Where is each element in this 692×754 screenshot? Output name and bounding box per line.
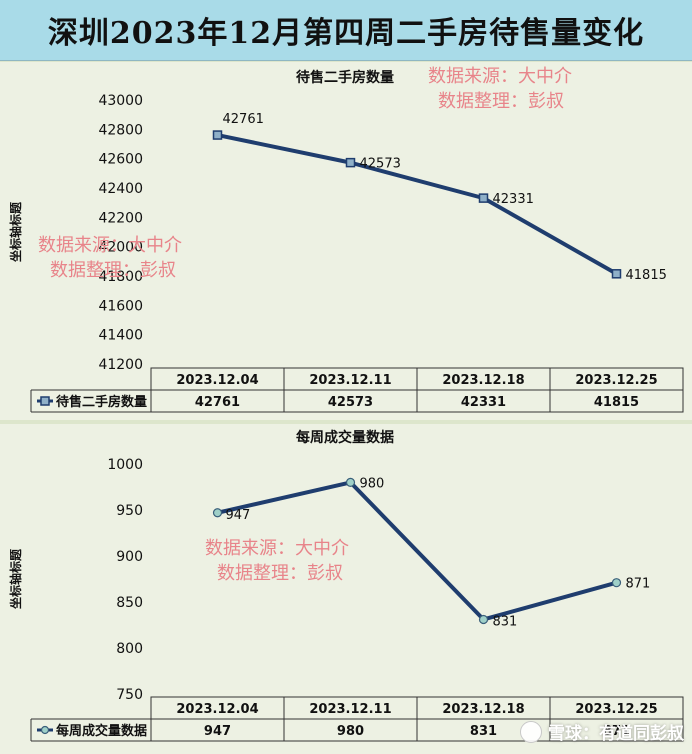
y-axis-title: 坐标轴标题	[8, 201, 23, 262]
y-tick-label: 800	[116, 641, 143, 657]
snowball-logo: 雪球：有道同彭叔	[520, 719, 684, 744]
y-tick-label: 1000	[107, 457, 143, 473]
data-label: 947	[226, 508, 251, 523]
chart-panel-listings: 待售二手房数量 坐标轴标题 43000 42800 42600 42400 42200 420…	[0, 62, 692, 420]
watermark-author-line: 数据整理：彭叔	[217, 563, 343, 584]
chart-panel-sales: 每周成交量数据 坐标轴标题 1000 950 900 850 800 750 947 980 831…	[0, 424, 692, 754]
watermark-author-line: 数据整理：彭叔	[50, 260, 176, 281]
data-label: 42573	[360, 157, 401, 172]
y-tick-label: 42400	[98, 181, 143, 197]
y-tick-label: 43000	[98, 93, 143, 109]
snowball-logo-text: 雪球：有道同彭叔	[548, 724, 684, 744]
x-category-label: 2023.12.04	[176, 702, 258, 717]
y-tick-label: 41800	[98, 269, 143, 285]
legend-series-name: 每周成交量数据	[56, 723, 147, 739]
x-category-label: 2023.12.04	[176, 373, 258, 388]
legend-series-name: 待售二手房数量	[55, 394, 147, 410]
data-point	[345, 477, 356, 488]
data-label: 831	[493, 614, 518, 629]
data-table-value: 42761	[195, 395, 240, 410]
data-label: 42761	[223, 112, 264, 127]
data-point	[212, 130, 223, 140]
data-label: 42331	[493, 192, 534, 207]
data-table-value: 42331	[461, 395, 506, 410]
watermark-source-3: 数据来源：大中介 数据整理：彭叔	[205, 536, 349, 586]
watermark-source: 数据来源：大中介 数据整理：彭叔	[428, 64, 572, 114]
x-category-label: 2023.12.11	[309, 373, 391, 388]
y-axis-title: 坐标轴标题	[8, 548, 23, 609]
y-tick-label: 850	[116, 595, 143, 611]
watermark-source-line: 数据来源：大中介	[38, 235, 182, 256]
series-line	[215, 480, 619, 622]
data-table: 2023.12.04 2023.12.11 2023.12.18 2023.12.25…	[30, 696, 684, 742]
watermark-source-line: 数据来源：大中介	[205, 538, 349, 559]
legend-key-marker	[40, 396, 50, 406]
legend-key-marker	[40, 725, 50, 735]
chart-title: 每周成交量数据	[296, 429, 394, 446]
x-category-label: 2023.12.18	[442, 373, 524, 388]
data-point	[611, 269, 622, 279]
data-point	[478, 193, 489, 203]
series-line	[215, 133, 619, 276]
y-tick-label: 950	[116, 503, 143, 519]
page-header: 深圳2023年12月第四周二手房待售量变化	[0, 0, 692, 61]
y-tick-label: 900	[116, 549, 143, 565]
y-tick-label: 42000	[98, 240, 143, 256]
x-category-label: 2023.12.18	[442, 702, 524, 717]
y-tick-label: 41400	[98, 328, 143, 344]
data-label: 980	[360, 476, 385, 491]
data-point	[345, 157, 356, 168]
data-table-value: 871	[603, 724, 630, 739]
x-category-label: 2023.12.25	[575, 373, 657, 388]
data-point	[478, 614, 489, 625]
chart-title: 待售二手房数量	[296, 69, 394, 86]
y-tick-label: 41200	[98, 357, 143, 373]
listings-line-chart: 待售二手房数量坐标轴标题4300042800426004240042200420…	[8, 69, 684, 413]
data-label: 871	[626, 577, 651, 592]
page-title: 深圳2023年12月第四周二手房待售量变化	[47, 16, 645, 51]
y-tick-label: 42600	[98, 152, 143, 168]
data-point	[212, 508, 223, 518]
y-tick-label: 42800	[98, 122, 143, 138]
watermark-source-line: 数据来源：大中介	[428, 66, 572, 87]
data-table: 2023.12.04 2023.12.11 2023.12.18 2023.12.25…	[30, 367, 684, 413]
data-label: 41815	[626, 268, 667, 283]
data-table-value: 41815	[594, 395, 639, 410]
y-tick-label: 750	[116, 687, 143, 703]
x-category-label: 2023.12.25	[575, 702, 657, 717]
data-table-value: 980	[337, 724, 364, 739]
data-table-value: 42573	[328, 395, 373, 410]
sales-line-chart: 每周成交量数据坐标轴标题1000950900850800750947980831…	[8, 429, 684, 742]
watermark-author-line: 数据整理：彭叔	[438, 91, 564, 112]
snowball-icon	[520, 720, 542, 743]
watermark-source-2: 数据来源：大中介 数据整理：彭叔	[38, 233, 182, 283]
x-category-label: 2023.12.11	[309, 702, 391, 717]
y-tick-label: 41600	[98, 298, 143, 314]
y-tick-label: 42200	[98, 210, 143, 226]
data-point	[611, 578, 622, 588]
data-table-value: 831	[470, 724, 497, 739]
data-table-value: 947	[204, 724, 231, 739]
